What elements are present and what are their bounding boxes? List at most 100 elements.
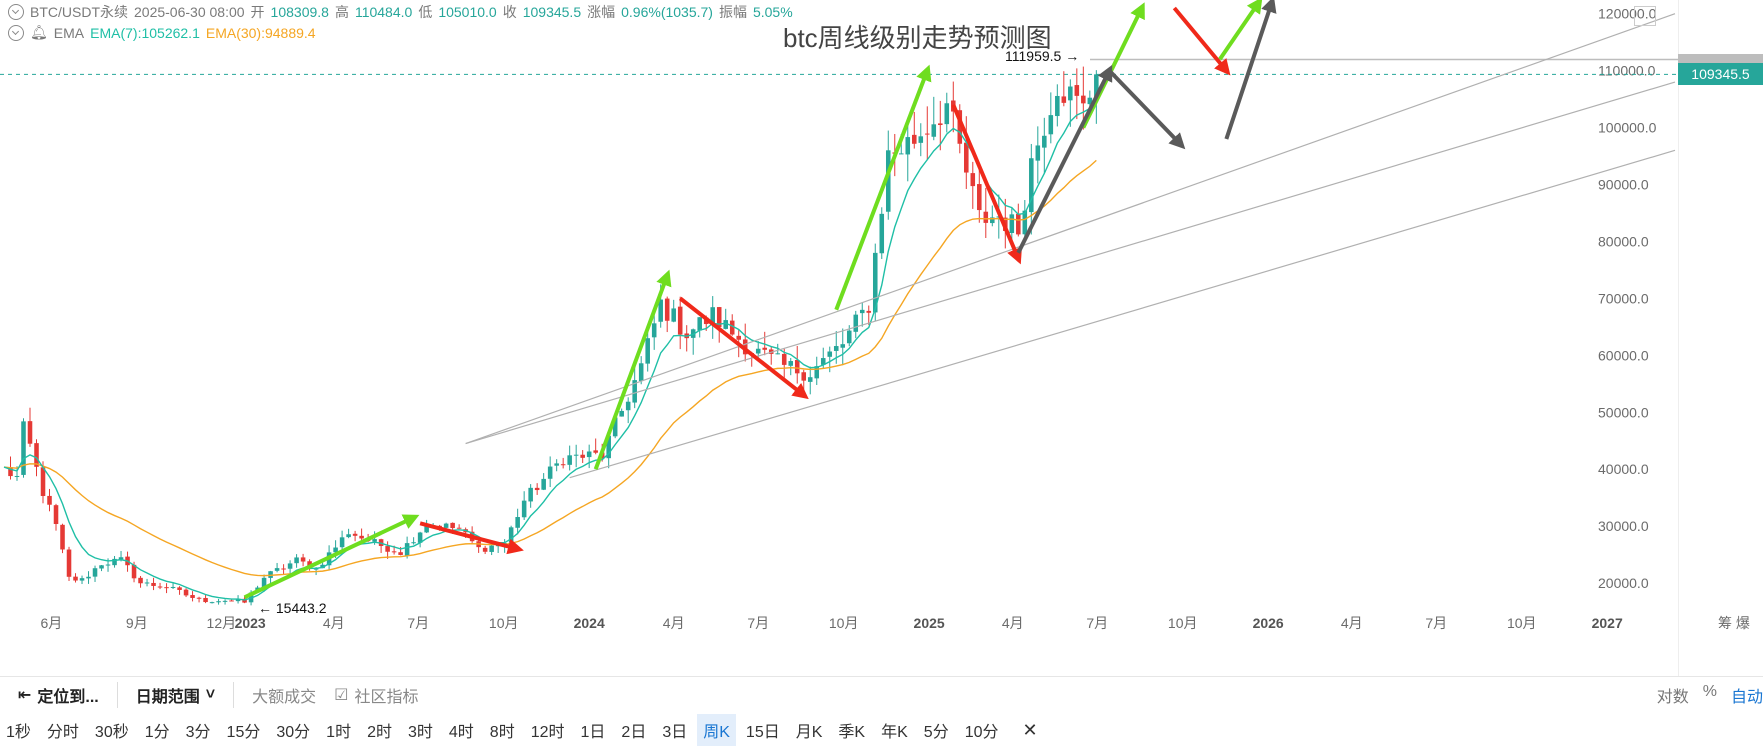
datetime-label: 2025-06-30 08:00 bbox=[134, 4, 245, 20]
collapse-icon[interactable] bbox=[8, 4, 24, 20]
candle-body bbox=[242, 598, 247, 603]
y-tick-label: 70000.0 bbox=[1598, 290, 1649, 306]
interval-18[interactable]: 月K bbox=[795, 724, 823, 741]
interval-20[interactable]: 年K bbox=[881, 724, 908, 741]
candle-body bbox=[814, 366, 820, 379]
big-trade-button[interactable]: 大额成交 bbox=[252, 689, 317, 706]
interval-10[interactable]: 4时 bbox=[448, 724, 474, 741]
low-annotation: ← 15443.2 bbox=[258, 600, 327, 616]
interval-8[interactable]: 2时 bbox=[367, 724, 392, 741]
edit-icon: ☑ bbox=[334, 687, 349, 704]
interval-13[interactable]: 1日 bbox=[580, 724, 606, 741]
candle-body bbox=[729, 320, 735, 335]
interval-11[interactable]: 8时 bbox=[489, 724, 515, 741]
interval-16[interactable]: 周K bbox=[697, 714, 736, 746]
date-range-button[interactable]: 日期范围 ˅ bbox=[136, 683, 215, 707]
interval-5[interactable]: 15分 bbox=[226, 724, 261, 741]
candle-body bbox=[105, 564, 111, 566]
log-scale-button[interactable]: 对数 bbox=[1656, 689, 1689, 706]
x-tick-label: 7月 bbox=[747, 615, 769, 631]
candle-body bbox=[859, 309, 865, 314]
change-label: 涨幅 bbox=[587, 4, 616, 20]
candle-body bbox=[827, 351, 833, 357]
candle-body bbox=[404, 543, 410, 556]
green-arrow bbox=[1218, 0, 1263, 61]
candle-body bbox=[99, 565, 104, 569]
expand-icon[interactable] bbox=[1634, 6, 1656, 26]
candle-body bbox=[677, 306, 683, 335]
interval-6[interactable]: 30分 bbox=[276, 724, 311, 741]
interval-14[interactable]: 2日 bbox=[621, 724, 647, 741]
close-icon[interactable]: ✕ bbox=[1022, 719, 1038, 740]
gray-arrow bbox=[1224, 0, 1277, 140]
interval-7[interactable]: 1时 bbox=[326, 724, 352, 741]
candle-body bbox=[138, 577, 143, 584]
interval-12[interactable]: 12时 bbox=[530, 724, 565, 741]
candle-body bbox=[40, 467, 46, 496]
interval-15[interactable]: 3日 bbox=[662, 724, 688, 741]
candle-body bbox=[417, 532, 423, 543]
x-tick-label: 6月 bbox=[40, 615, 62, 631]
candle-body bbox=[944, 103, 950, 125]
candle-body bbox=[762, 347, 768, 350]
interval-2[interactable]: 30秒 bbox=[94, 724, 129, 741]
percent-scale-button[interactable]: % bbox=[1702, 683, 1717, 700]
interval-19[interactable]: 季K bbox=[838, 724, 866, 741]
candle-body bbox=[508, 527, 514, 543]
candle-body bbox=[1081, 95, 1086, 104]
locate-button[interactable]: ⇤ 定位到... bbox=[18, 683, 99, 707]
trend-line bbox=[569, 149, 1676, 479]
candle-body bbox=[482, 547, 488, 552]
candle-body bbox=[885, 150, 891, 212]
candle-body bbox=[651, 323, 657, 338]
candle-body bbox=[1022, 210, 1028, 235]
candle-body bbox=[79, 578, 85, 581]
candle-body bbox=[840, 344, 846, 348]
ema7-line bbox=[3, 99, 1097, 601]
red-arrow bbox=[951, 104, 1022, 265]
candle-body bbox=[300, 557, 306, 562]
candle-body bbox=[690, 329, 696, 338]
y-tick-label: 120000.0 bbox=[1598, 6, 1657, 22]
x-tick-label: 2026 bbox=[1253, 615, 1284, 631]
high-label: 高 bbox=[334, 4, 349, 20]
interval-22[interactable]: 10分 bbox=[964, 724, 999, 741]
x-tick-label: 10月 bbox=[1168, 615, 1198, 631]
candle-body bbox=[807, 377, 813, 382]
interval-17[interactable]: 15日 bbox=[745, 724, 780, 741]
community-indicator-button[interactable]: ☑ 社区指标 bbox=[334, 683, 418, 707]
candle-body bbox=[274, 568, 280, 571]
collapse-icon[interactable] bbox=[8, 24, 24, 41]
candle-body bbox=[645, 338, 650, 364]
candle-body bbox=[755, 348, 761, 354]
interval-9[interactable]: 3时 bbox=[407, 724, 433, 741]
interval-3[interactable]: 1分 bbox=[144, 724, 170, 741]
candle-body bbox=[60, 524, 65, 550]
bell-icon[interactable]: 🔔︎ bbox=[30, 24, 48, 40]
interval-0[interactable]: 1秒 bbox=[6, 724, 31, 741]
green-arrow bbox=[1081, 2, 1145, 129]
candle-body bbox=[580, 454, 585, 458]
interval-4[interactable]: 3分 bbox=[185, 724, 211, 741]
gray-arrow bbox=[1016, 64, 1113, 254]
candle-body bbox=[450, 522, 455, 529]
interval-1[interactable]: 分时 bbox=[46, 724, 79, 741]
candle-body bbox=[573, 454, 579, 456]
candle-body bbox=[612, 417, 618, 437]
x-tick-label: 2024 bbox=[574, 615, 605, 631]
candle-body bbox=[203, 597, 208, 603]
interval-21[interactable]: 5分 bbox=[923, 724, 949, 741]
candle-body bbox=[1048, 115, 1054, 135]
candle-body bbox=[196, 597, 202, 599]
candle-body bbox=[1055, 95, 1060, 117]
divider bbox=[116, 682, 118, 708]
candle-body bbox=[1009, 214, 1015, 234]
auto-scale-button[interactable]: 自动 bbox=[1730, 689, 1763, 706]
candle-body bbox=[554, 463, 559, 466]
axis-corner-label: 筹 爆 bbox=[1718, 615, 1750, 631]
chart-area[interactable]: 20000.0 30000.0 40000.0 50000.0 60000.0 70000… bbox=[0, 0, 1763, 676]
candle-body bbox=[1068, 86, 1073, 101]
locate-label: 定位到... bbox=[37, 689, 99, 706]
candle-body bbox=[443, 523, 449, 528]
